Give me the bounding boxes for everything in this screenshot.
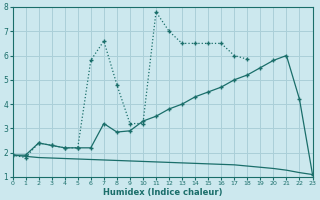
X-axis label: Humidex (Indice chaleur): Humidex (Indice chaleur) (103, 188, 222, 197)
